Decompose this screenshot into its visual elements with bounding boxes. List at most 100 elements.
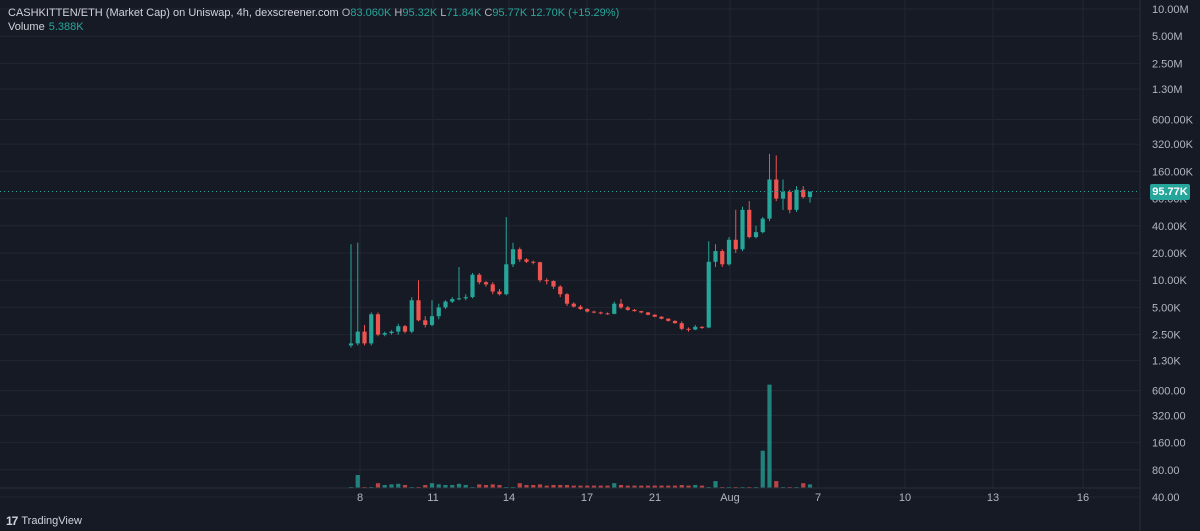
volume-bar [612, 483, 617, 488]
candle-body [524, 259, 529, 262]
volume-bar [578, 485, 583, 488]
volume-value: 5.388K [48, 21, 84, 33]
candle-body [747, 209, 752, 238]
volume-bar [517, 483, 522, 488]
high-label: H [394, 7, 403, 19]
candle-body [726, 239, 732, 265]
candle-body [537, 262, 543, 281]
time-tick-label: 11 [427, 492, 438, 504]
candle-body [443, 301, 448, 308]
candle-body [510, 249, 516, 265]
candle-body [571, 303, 576, 307]
price-tick-label: 600.00 [1152, 386, 1186, 398]
volume-bar [375, 483, 381, 488]
candle-body [544, 280, 549, 282]
tradingview-logo[interactable]: 17 TradingView [6, 514, 82, 528]
volume-bar [544, 485, 549, 488]
volume-bar [477, 484, 482, 488]
candle-body [801, 189, 806, 198]
chart-legend: CASHKITTEN/ETH (Market Cap) on Uniswap, … [8, 6, 619, 21]
volume-bar [598, 485, 603, 488]
volume-bar [686, 485, 691, 488]
candle-body [382, 333, 387, 335]
price-tick-label: 160.00K [1152, 166, 1194, 178]
grid [0, 0, 1140, 498]
price-tick-label: 320.00K [1152, 139, 1194, 151]
time-tick-label: 13 [987, 492, 999, 504]
price-tick-label: 2.50M [1152, 58, 1183, 70]
volume-bar [490, 484, 495, 488]
candle-body [612, 303, 617, 314]
candle-body [740, 209, 745, 250]
price-tick-label: 10.00M [1152, 4, 1189, 16]
time-axis[interactable]: 8 11 14 17 21 Aug 7 10 13 16 [0, 487, 1140, 504]
volume-bar [767, 384, 772, 488]
candle-body [362, 331, 367, 344]
candle-body [639, 311, 644, 313]
volume-bar [699, 485, 705, 488]
candle-body [436, 307, 441, 317]
candle-body [497, 291, 502, 295]
volume-bar [760, 450, 765, 488]
candle-body [591, 311, 597, 313]
candle-body [416, 300, 421, 321]
candle-body [463, 297, 468, 299]
volume-bar [355, 475, 360, 488]
volume-legend: Volume 5.388K [8, 21, 84, 33]
candle-body [652, 314, 657, 317]
candle-body [585, 309, 590, 312]
candle-body [578, 306, 583, 310]
volume-bar [436, 484, 441, 488]
candle-body [672, 320, 678, 324]
price-tick-label: 2.50K [1152, 330, 1181, 342]
candle-body [517, 249, 522, 260]
volume-bar [713, 481, 718, 488]
time-tick-label: Aug [720, 492, 740, 504]
time-tick-label: 8 [357, 492, 363, 504]
volume-bar [625, 485, 630, 488]
candle-body [733, 239, 738, 250]
volume-bar [801, 483, 806, 488]
candle-body [713, 251, 718, 262]
volume-bar [639, 485, 644, 488]
candle-body [470, 274, 475, 298]
candle-body [429, 316, 435, 325]
volume-label: Volume [8, 21, 45, 33]
price-tick-label: 10.00K [1152, 275, 1188, 287]
volume-bar [564, 485, 570, 488]
candle-body [807, 191, 813, 198]
volume-bar [537, 484, 543, 488]
candle-body [531, 261, 536, 263]
volume-bar [585, 485, 590, 488]
volume-bar [382, 485, 387, 488]
price-tick-label: 160.00 [1152, 438, 1186, 450]
candle-body [645, 312, 651, 315]
candle-body [389, 331, 394, 334]
volume-bar [618, 485, 624, 488]
candle-body [605, 313, 610, 315]
current-price-tag: 95.77K [1150, 183, 1190, 200]
candle-body [618, 303, 624, 308]
volume-bar [443, 485, 448, 488]
volume-bar [402, 485, 408, 488]
candle-body [632, 309, 637, 312]
candle-body [490, 284, 495, 292]
candle-body [396, 326, 401, 332]
candle-body [564, 294, 570, 304]
price-axis[interactable]: 10.00M 5.00M 2.50M 1.30M 600.00K 320.00K 160.0… [1139, 0, 1194, 531]
candle-body [477, 274, 482, 283]
volume-bars [348, 384, 813, 488]
change-value: 12.70K (+15.29%) [530, 7, 620, 19]
volume-bar [456, 483, 462, 488]
candle-body [679, 323, 684, 329]
candle-body [686, 328, 691, 330]
candle-body [699, 326, 705, 328]
volume-bar [497, 485, 502, 488]
candle-body [558, 286, 563, 295]
candle-body [375, 314, 381, 335]
candle-body [787, 191, 792, 210]
close-label: C [484, 7, 493, 19]
volume-bar [423, 485, 428, 488]
candle-body [767, 179, 772, 219]
